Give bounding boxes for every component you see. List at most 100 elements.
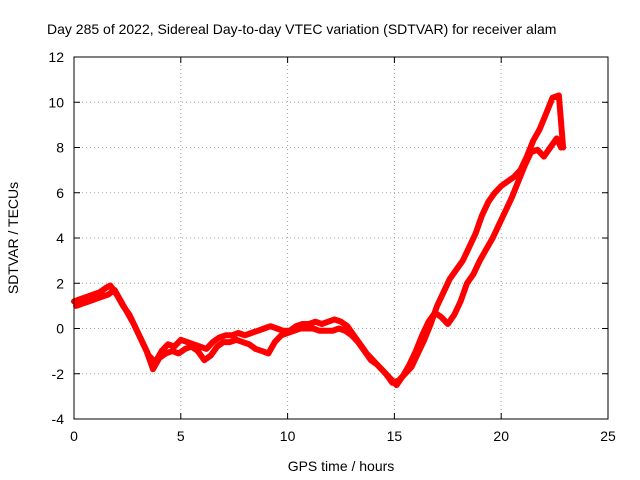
data-point-marker — [124, 310, 130, 316]
data-point-marker — [554, 135, 560, 141]
data-point-marker — [466, 244, 472, 250]
data-point-marker — [107, 283, 113, 289]
y-tick-label: 12 — [48, 49, 64, 65]
data-point-marker — [310, 326, 316, 331]
data-point-marker — [197, 344, 203, 350]
data-point-marker — [169, 348, 175, 354]
data-point-marker — [323, 328, 329, 334]
data-point-marker — [255, 328, 261, 334]
data-point-marker — [325, 319, 331, 325]
data-point-marker — [445, 321, 451, 327]
chart-title: Day 285 of 2022, Sidereal Day-to-day VTE… — [47, 21, 556, 37]
data-point-marker — [460, 258, 466, 264]
data-point-marker — [317, 328, 323, 334]
data-point-marker — [535, 147, 541, 153]
data-point-marker — [272, 339, 278, 345]
grid-lines — [74, 57, 608, 419]
data-series — [73, 135, 564, 389]
data-point-marker — [355, 339, 361, 345]
data-point-marker — [485, 199, 491, 205]
data-point-marker — [502, 208, 508, 214]
data-point-marker — [483, 246, 489, 252]
x-tick-label: 5 — [177, 428, 185, 444]
data-point-marker — [319, 321, 325, 327]
data-point-marker — [441, 289, 447, 295]
data-point-marker — [253, 346, 259, 352]
data-point-marker — [312, 319, 318, 325]
data-point-marker — [216, 335, 222, 341]
data-point-marker — [419, 332, 425, 338]
data-point-marker — [99, 294, 105, 300]
data-point-marker — [453, 267, 459, 273]
data-points — [71, 92, 567, 389]
data-point-marker — [240, 339, 246, 345]
data-point-marker — [92, 296, 98, 302]
data-point-marker — [278, 332, 284, 338]
data-point-marker — [338, 319, 344, 325]
data-point-marker — [498, 183, 504, 189]
data-point-marker — [336, 326, 342, 331]
data-point-marker — [473, 230, 479, 236]
data-point-marker — [144, 348, 150, 354]
data-point-marker — [221, 339, 227, 345]
x-tick-label: 25 — [600, 428, 616, 444]
data-point-marker — [214, 344, 220, 350]
data-point-marker — [105, 292, 111, 298]
data-point-marker — [103, 285, 109, 291]
data-point-marker — [233, 337, 239, 343]
data-point-marker — [522, 163, 528, 169]
y-tick-label: -2 — [52, 366, 65, 382]
data-point-marker — [490, 235, 496, 241]
data-point-marker — [394, 382, 400, 388]
data-point-marker — [438, 314, 444, 320]
x-tick-label: 10 — [280, 428, 296, 444]
x-tick-label: 20 — [493, 428, 509, 444]
data-point-marker — [413, 348, 419, 354]
data-point-marker — [447, 276, 453, 282]
data-point-marker — [558, 145, 564, 150]
y-tick-label: 2 — [56, 275, 64, 291]
data-point-marker — [387, 375, 393, 381]
y-axis-label: SDTVAR / TECUs — [5, 182, 21, 294]
data-point-marker — [137, 335, 143, 341]
data-point-marker — [511, 174, 517, 180]
x-tick-label: 0 — [70, 428, 78, 444]
data-point-marker — [426, 319, 432, 325]
y-tick-label: 6 — [56, 185, 64, 201]
data-point-marker — [505, 178, 511, 184]
data-point-marker — [464, 280, 470, 286]
data-point-marker — [150, 366, 156, 372]
data-point-marker — [349, 332, 355, 338]
data-point-marker — [112, 287, 118, 293]
data-point-marker — [86, 298, 92, 304]
data-point-marker — [156, 355, 162, 361]
data-point-marker — [184, 339, 190, 345]
data-point-marker — [242, 332, 248, 338]
data-point-marker — [329, 328, 335, 334]
data-point-marker — [342, 328, 348, 334]
data-point-marker — [118, 298, 124, 304]
y-tick-label: 4 — [56, 230, 64, 246]
x-axis-label: GPS time / hours — [288, 458, 395, 474]
data-point-marker — [210, 339, 216, 345]
data-point-marker — [541, 154, 547, 160]
data-point-marker — [259, 348, 265, 354]
data-point-marker — [332, 316, 338, 322]
data-point-marker — [246, 341, 252, 347]
data-point-marker — [227, 339, 233, 345]
data-point-marker — [509, 194, 515, 200]
data-point-marker — [131, 321, 137, 327]
data-point-marker — [165, 341, 171, 347]
data-point-marker — [543, 111, 549, 117]
data-point-marker — [188, 344, 194, 350]
data-point-marker — [229, 332, 235, 338]
data-point-marker — [515, 178, 521, 184]
data-point-marker — [97, 289, 103, 295]
data-point-marker — [400, 373, 406, 379]
data-point-marker — [528, 149, 534, 155]
data-point-marker — [201, 357, 207, 363]
data-point-marker — [368, 357, 374, 363]
series-trace — [73, 135, 564, 389]
y-tick-label: 8 — [56, 140, 64, 156]
